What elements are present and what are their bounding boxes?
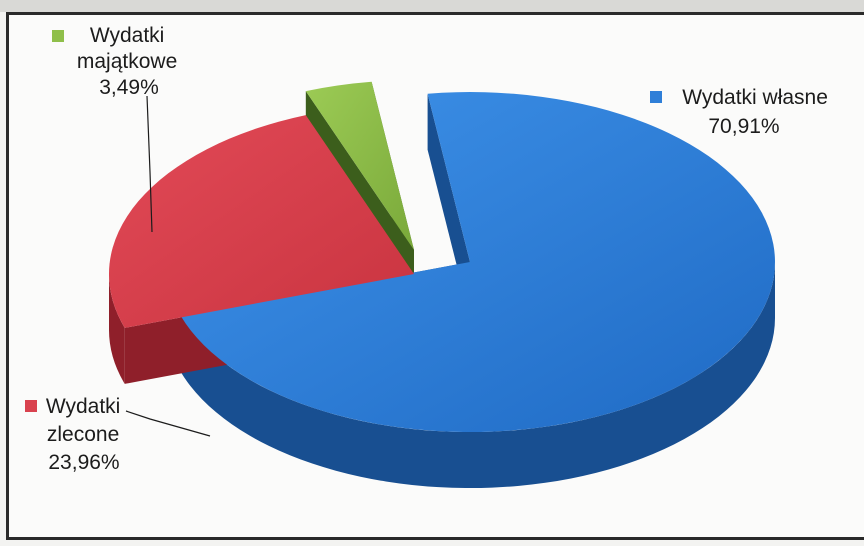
label-zlecone-line2: zlecone xyxy=(47,423,119,446)
label-wlasne-value: 70,91% xyxy=(708,115,779,138)
leader-line-zlecone xyxy=(125,410,211,437)
legend-marker-majatkowe xyxy=(52,30,64,42)
label-majatkowe: Wydatki majątkowe 3,49% xyxy=(77,24,183,99)
label-majatkowe-value: 3,49% xyxy=(99,76,159,99)
slice-wlasne xyxy=(180,92,775,433)
label-wlasne-line1: Wydatki własne xyxy=(682,86,828,109)
slice-side-zlecone xyxy=(108,274,125,384)
label-zlecone: Wydatki zlecone 23,96% xyxy=(46,395,126,474)
top-edge xyxy=(0,0,864,12)
leader-line-majatkowe xyxy=(146,95,153,233)
slice-side-wlasne xyxy=(180,262,775,489)
slice-cut-wlasne-0 xyxy=(427,93,470,318)
slice-zlecone xyxy=(108,115,414,328)
legend-marker-zlecone xyxy=(25,400,37,412)
label-zlecone-line1: Wydatki xyxy=(46,395,121,418)
legend-marker-wlasne xyxy=(650,91,662,103)
label-majatkowe-line2: majątkowe xyxy=(77,50,177,73)
label-zlecone-value: 23,96% xyxy=(48,451,119,474)
label-wlasne: Wydatki własne 70,91% xyxy=(682,86,834,138)
slice-majatkowe xyxy=(305,81,414,250)
label-majatkowe-line1: Wydatki xyxy=(90,24,165,47)
